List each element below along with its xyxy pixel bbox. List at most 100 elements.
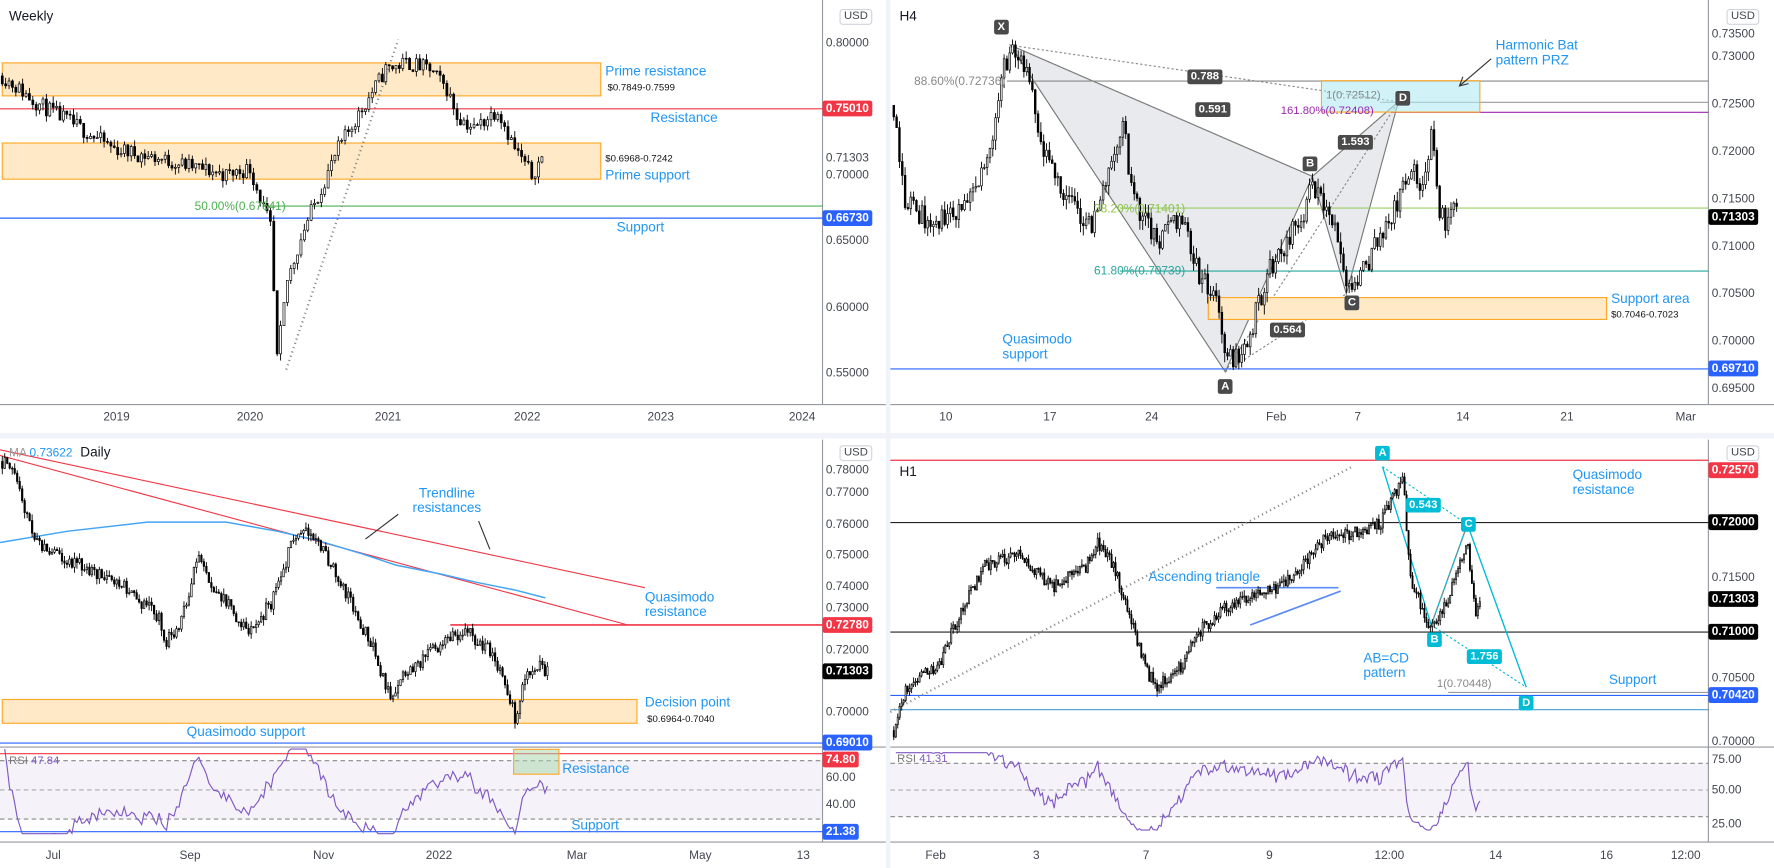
candle-down <box>133 590 136 594</box>
candle-up <box>997 555 1000 564</box>
candle-up <box>1430 129 1433 160</box>
candle-up <box>1009 552 1012 558</box>
candle-down <box>1067 195 1071 197</box>
candle-up <box>958 618 961 627</box>
candle-up <box>464 628 467 636</box>
candle-down <box>362 628 365 635</box>
time-label: 2019 <box>103 410 130 424</box>
price-badge: 0.72000 <box>1708 514 1759 531</box>
quasimodo-support-label: Quasimodo support <box>1002 331 1072 362</box>
candle-up <box>1467 544 1469 547</box>
candle-up <box>1459 559 1461 569</box>
currency-button[interactable]: USD <box>1726 9 1760 25</box>
candle-up <box>1449 209 1453 218</box>
candle-up <box>972 586 974 588</box>
abcd-point-b: B <box>1427 632 1443 648</box>
candle-down <box>1342 534 1345 538</box>
candle-up <box>1381 512 1384 529</box>
candle-down <box>424 654 427 657</box>
candle-up <box>123 144 126 154</box>
candle-up <box>316 202 320 204</box>
candle-down <box>11 467 14 470</box>
daily-rsi-legend[interactable]: RSI 47.84 <box>9 755 59 769</box>
time-label: 12:00 <box>1670 848 1701 863</box>
candle-up <box>282 302 286 326</box>
h1-rsi-legend[interactable]: RSI 41.31 <box>897 753 947 767</box>
candle-down <box>1387 221 1390 224</box>
currency-button[interactable]: USD <box>839 445 873 462</box>
candle-up <box>1099 199 1102 211</box>
candle-down <box>31 99 35 105</box>
candle-down <box>431 70 435 73</box>
candle-up <box>1189 641 1192 652</box>
candle-down <box>1076 570 1079 574</box>
candle-up <box>533 670 537 672</box>
candle-down <box>217 591 220 594</box>
candle-up <box>537 161 540 178</box>
candle-down <box>471 628 474 637</box>
candle-down <box>1181 215 1184 225</box>
price-axis-label: 0.72000 <box>825 642 869 657</box>
daily-chart-panel[interactable] <box>0 438 886 868</box>
h1-chart-panel[interactable] <box>890 438 1774 868</box>
price-badge: 0.69710 <box>1708 360 1759 377</box>
price-axis-label: 0.76000 <box>825 517 869 531</box>
candle-down <box>1027 558 1030 567</box>
candle-up <box>302 530 305 534</box>
fib-886-label: 88.60%(0.72736) <box>914 74 1006 89</box>
price-axis-label: 0.70000 <box>1711 734 1755 749</box>
candle-down <box>135 592 138 600</box>
candle-up <box>416 661 420 664</box>
candle-up <box>319 193 323 203</box>
candle-up <box>496 114 500 120</box>
candle-down <box>482 119 486 127</box>
candle-down <box>1211 623 1214 625</box>
prime-resistance-zone <box>1 62 602 97</box>
currency-button[interactable]: USD <box>839 9 873 25</box>
candle-down <box>1070 195 1074 197</box>
ma-legend[interactable]: MA 0.73622 Daily <box>9 445 110 460</box>
time-label: Feb <box>1265 410 1287 424</box>
candle-down <box>1186 222 1190 232</box>
candle-up <box>1257 295 1260 304</box>
price-axis-label: 0.70000 <box>825 705 869 719</box>
candle-up <box>979 571 982 582</box>
candle-up <box>994 117 997 141</box>
candle-down <box>70 558 74 568</box>
candle-down <box>404 57 408 60</box>
candle-down <box>210 582 213 588</box>
candle-down <box>1282 253 1286 257</box>
candle-up <box>287 547 290 568</box>
candle-up <box>1299 221 1303 228</box>
candle-up <box>1397 483 1400 496</box>
candle-up <box>948 642 951 647</box>
candle-up <box>1212 290 1215 296</box>
candle-down <box>1415 164 1419 184</box>
candle-down <box>1245 595 1248 603</box>
candle-up <box>484 643 487 651</box>
candle-up <box>322 546 325 551</box>
candle-up <box>1174 670 1176 675</box>
candle-up <box>284 566 288 570</box>
candle-down <box>92 135 96 139</box>
candle-up <box>343 129 347 141</box>
candle-up <box>1375 519 1378 530</box>
candle-down <box>1232 349 1235 368</box>
candle-up <box>340 140 344 142</box>
candle-up <box>130 590 133 594</box>
candle-down <box>1346 529 1349 532</box>
candle-down <box>93 566 96 571</box>
candle-up <box>323 187 327 195</box>
candle-down <box>329 564 332 567</box>
candle-down <box>1138 198 1142 221</box>
currency-button[interactable]: USD <box>1726 445 1760 462</box>
price-badge: 0.71303 <box>1708 209 1759 226</box>
candle-down <box>1360 532 1362 535</box>
candle-up <box>53 549 56 553</box>
candle-down <box>1140 642 1143 658</box>
candle-down <box>354 610 357 613</box>
candle-down <box>1057 579 1060 586</box>
candle-down <box>419 661 422 668</box>
candle-down <box>177 628 181 630</box>
candle-down <box>1237 348 1241 363</box>
